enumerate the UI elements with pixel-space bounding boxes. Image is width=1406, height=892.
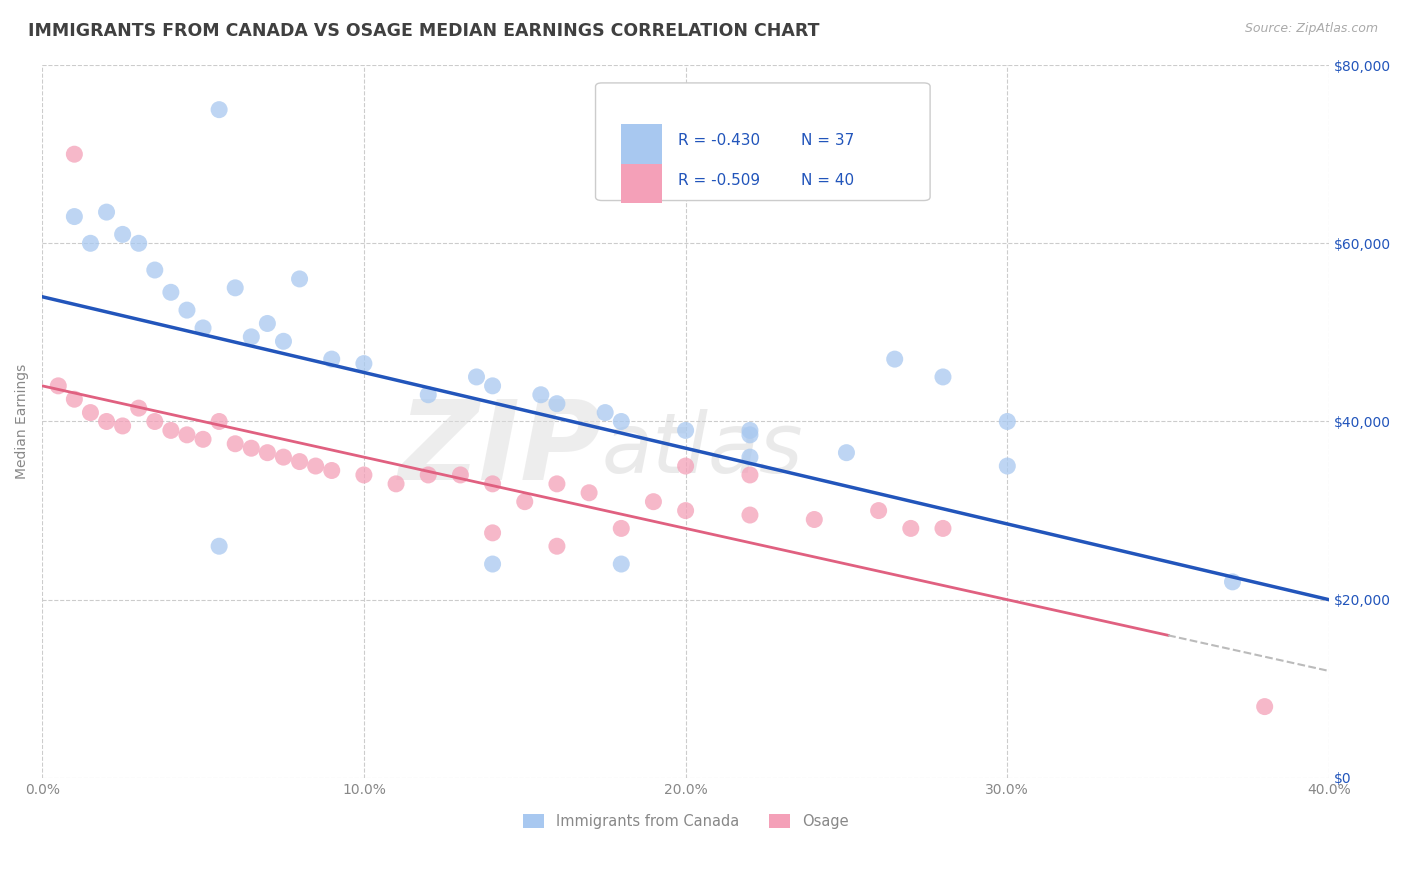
Legend: Immigrants from Canada, Osage: Immigrants from Canada, Osage xyxy=(517,807,855,835)
Point xyxy=(273,450,295,464)
Point xyxy=(288,454,311,468)
Point xyxy=(530,388,553,402)
Point xyxy=(418,467,440,482)
Point xyxy=(160,424,183,438)
Point xyxy=(111,227,134,242)
Point xyxy=(63,210,86,224)
Point xyxy=(160,285,183,300)
Point xyxy=(481,476,503,491)
Point xyxy=(738,428,761,442)
Point xyxy=(995,458,1018,473)
Point xyxy=(546,476,568,491)
Point xyxy=(578,485,600,500)
Text: R = -0.430: R = -0.430 xyxy=(678,133,761,148)
Point xyxy=(208,103,231,117)
Point xyxy=(385,476,408,491)
Point xyxy=(546,397,568,411)
Y-axis label: Median Earnings: Median Earnings xyxy=(15,364,30,479)
Point xyxy=(176,303,198,318)
Point xyxy=(883,352,905,367)
Point xyxy=(176,428,198,442)
Point xyxy=(738,508,761,522)
Point xyxy=(1253,699,1275,714)
Point xyxy=(803,512,825,526)
Point xyxy=(79,236,101,251)
Point xyxy=(643,494,665,508)
Point xyxy=(46,379,69,393)
Point xyxy=(96,205,118,219)
Point xyxy=(546,539,568,553)
Text: Source: ZipAtlas.com: Source: ZipAtlas.com xyxy=(1244,22,1378,36)
Point xyxy=(932,521,955,535)
Point xyxy=(675,503,697,517)
Point xyxy=(593,406,616,420)
Point xyxy=(675,424,697,438)
Point xyxy=(79,406,101,420)
Point xyxy=(610,557,633,571)
Text: N = 40: N = 40 xyxy=(801,173,855,187)
Point xyxy=(835,445,858,459)
Point xyxy=(273,334,295,349)
Text: R = -0.509: R = -0.509 xyxy=(678,173,761,187)
Point xyxy=(1222,574,1244,589)
Point xyxy=(191,432,214,446)
Point xyxy=(128,236,150,251)
Point xyxy=(418,388,440,402)
Point xyxy=(353,357,375,371)
Point xyxy=(63,147,86,161)
Point xyxy=(240,330,263,344)
Point xyxy=(738,450,761,464)
Point xyxy=(208,415,231,429)
Point xyxy=(675,458,697,473)
Point xyxy=(321,352,343,367)
Point xyxy=(240,441,263,455)
Point xyxy=(353,467,375,482)
Bar xyxy=(621,124,662,163)
Text: atlas: atlas xyxy=(602,409,804,491)
Point xyxy=(738,424,761,438)
FancyBboxPatch shape xyxy=(596,83,931,201)
Point xyxy=(224,281,246,295)
Point xyxy=(224,436,246,450)
Text: ZIP: ZIP xyxy=(398,397,602,503)
Point xyxy=(128,401,150,416)
Point xyxy=(610,521,633,535)
Point xyxy=(932,370,955,384)
Point xyxy=(995,415,1018,429)
Text: N = 37: N = 37 xyxy=(801,133,855,148)
Point xyxy=(610,415,633,429)
Point xyxy=(111,419,134,434)
Point xyxy=(321,463,343,477)
Point xyxy=(481,379,503,393)
Point xyxy=(481,525,503,540)
Point xyxy=(481,557,503,571)
Point xyxy=(208,539,231,553)
Point xyxy=(63,392,86,407)
Point xyxy=(288,272,311,286)
Point xyxy=(96,415,118,429)
Point xyxy=(304,458,326,473)
Point xyxy=(143,263,166,277)
Point xyxy=(465,370,488,384)
Point xyxy=(738,467,761,482)
Point xyxy=(256,445,278,459)
Text: IMMIGRANTS FROM CANADA VS OSAGE MEDIAN EARNINGS CORRELATION CHART: IMMIGRANTS FROM CANADA VS OSAGE MEDIAN E… xyxy=(28,22,820,40)
Point xyxy=(256,317,278,331)
Point xyxy=(868,503,890,517)
Bar xyxy=(621,164,662,203)
Point xyxy=(449,467,471,482)
Point xyxy=(900,521,922,535)
Point xyxy=(143,415,166,429)
Point xyxy=(191,321,214,335)
Point xyxy=(513,494,536,508)
